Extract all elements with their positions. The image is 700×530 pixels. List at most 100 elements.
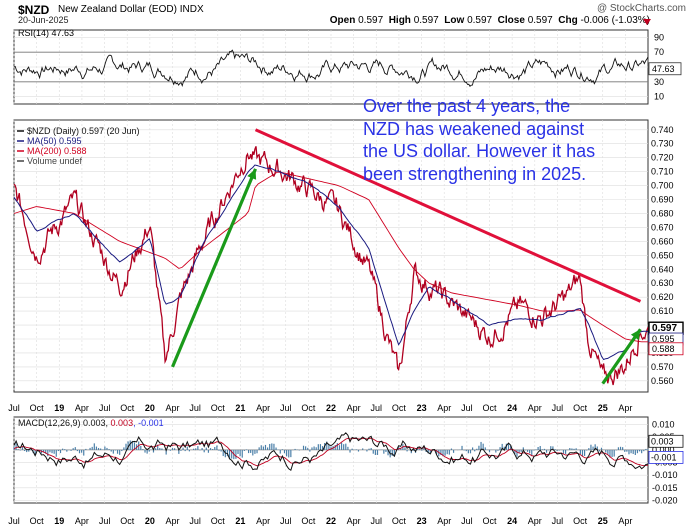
high-value: 0.597 [413,15,439,26]
x-tick-label: 23 [417,403,427,413]
x-tick-label: Apr [347,403,361,413]
price-tag-label: 0.588 [652,344,675,354]
y-tick-label: 0.010 [652,420,675,430]
x-tick-label: Jul [461,516,473,526]
arrowhead-icon [630,329,641,341]
y-tick-label: 0.640 [651,264,674,274]
annotation-line: the US dollar. However it has [363,141,596,161]
x-tick-label: Apr [437,403,451,413]
x-tick-label: Apr [437,516,451,526]
y-tick-label: 0.660 [651,236,674,246]
high-label: High [388,15,411,26]
ohlc-readout: Open 0.597 High 0.597 Low 0.597 Close 0.… [330,15,650,26]
y-tick-label: 0.720 [651,153,674,163]
x-tick-label: 19 [54,403,64,413]
chart-date: 20-Jun-2025 [18,15,69,25]
x-tick-label: 20 [145,516,155,526]
x-tick-label: 24 [507,516,517,526]
x-tick-label: Apr [75,516,89,526]
x-tick-label: Jul [552,516,564,526]
x-tick-label: Oct [573,516,588,526]
y-tick-label: 0.670 [651,222,674,232]
x-tick-label: 21 [235,516,245,526]
x-tick-label: Jul [461,403,473,413]
x-tick-label: Oct [120,403,135,413]
x-tick-label: Jul [99,516,111,526]
x-tick-label: Apr [75,403,89,413]
x-tick-label: Oct [211,516,226,526]
x-tick-label: Jul [371,403,383,413]
y-tick-label: 0.570 [651,362,674,372]
x-tick-label: Apr [528,403,542,413]
x-tick-label: Jul [552,403,564,413]
macd-legend-part: 0.003 [111,418,134,428]
x-tick-label: Oct [482,403,497,413]
annotation-line: Over the past 4 years, the [363,96,571,116]
x-tick-label: Apr [528,516,542,526]
y-tick-label: -0.010 [652,470,678,480]
x-tick-label: Jul [8,516,20,526]
x-tick-label: Oct [30,403,45,413]
macd-tag [648,451,684,464]
x-tick-label: Apr [256,403,270,413]
close-value: 0.597 [527,15,553,26]
y-tick-label: -0.020 [652,495,678,505]
x-tick-label: Jul [99,403,111,413]
y-tick-label: 0.690 [651,195,674,205]
x-tick-label: Oct [30,516,45,526]
close-label: Close [497,15,525,26]
down-arrow-icon [643,19,651,25]
open-value: 0.597 [358,15,384,26]
downtrend-line [254,128,642,303]
x-tick-label: 19 [54,516,64,526]
instrument-name: New Zealand Dollar (EOD) INDX [58,4,204,15]
x-tick-label: Jul [280,516,292,526]
y-tick-label: -0.015 [652,483,678,493]
annotation-line: been strengthening in 2025. [363,163,587,184]
x-tick-label: 22 [326,516,336,526]
x-tick-label: Oct [120,516,135,526]
uptrend-arrow [601,328,642,385]
macd-legend-part: MACD(12,26,9) 0.003, [18,418,111,428]
macd-line [13,432,649,472]
x-tick-label: Apr [256,516,270,526]
y-tick-label: 0.710 [651,167,674,177]
x-tick-label: Jul [189,403,201,413]
y-tick-label: 90 [654,32,664,42]
symbol: $NZD [18,3,50,17]
y-tick-label: 0.700 [651,181,674,191]
rsi-value-label: 47.63 [652,64,675,74]
x-tick-label: Oct [392,403,407,413]
y-tick-label: 0.620 [651,292,674,302]
arrowhead-icon [247,168,257,180]
price-tag-label: 0.595 [652,334,675,344]
macd-tag-label: -0.001 [651,452,677,462]
y-tick-label: 0.630 [651,278,674,288]
price-tag [648,342,684,356]
x-tick-label: Oct [301,403,316,413]
annotation-text: Over the past 4 years, the NZD has weake… [363,95,663,185]
macd-legend-part: , -0.001 [133,418,164,428]
x-tick-label: Oct [301,516,316,526]
instrument-title: New Zealand Dollar (EOD) [58,4,177,15]
x-tick-label: Jul [8,403,20,413]
macd-legend: MACD(12,26,9) 0.003, 0.003, -0.001 [18,418,164,428]
x-tick-label: Apr [618,516,632,526]
x-tick-label: Jul [189,516,201,526]
x-tick-label: Apr [347,516,361,526]
y-tick-label: 0.000 [652,445,675,455]
exchange: INDX [179,4,204,15]
x-tick-label: Apr [165,403,179,413]
x-tick-label: Apr [165,516,179,526]
y-tick-label: 0.650 [651,250,674,260]
price-legend-item: MA(50) 0.595 [27,136,82,146]
y-tick-label: 0.610 [651,306,674,316]
y-tick-label: 0.730 [651,139,674,149]
macd-tag-label: 0.003 [651,436,674,446]
open-label: Open [329,15,356,26]
x-tick-label: 25 [598,516,608,526]
macd-tag [648,434,684,448]
watermark: @ StockCharts.com [596,3,686,14]
x-tick-label: 21 [235,403,245,413]
